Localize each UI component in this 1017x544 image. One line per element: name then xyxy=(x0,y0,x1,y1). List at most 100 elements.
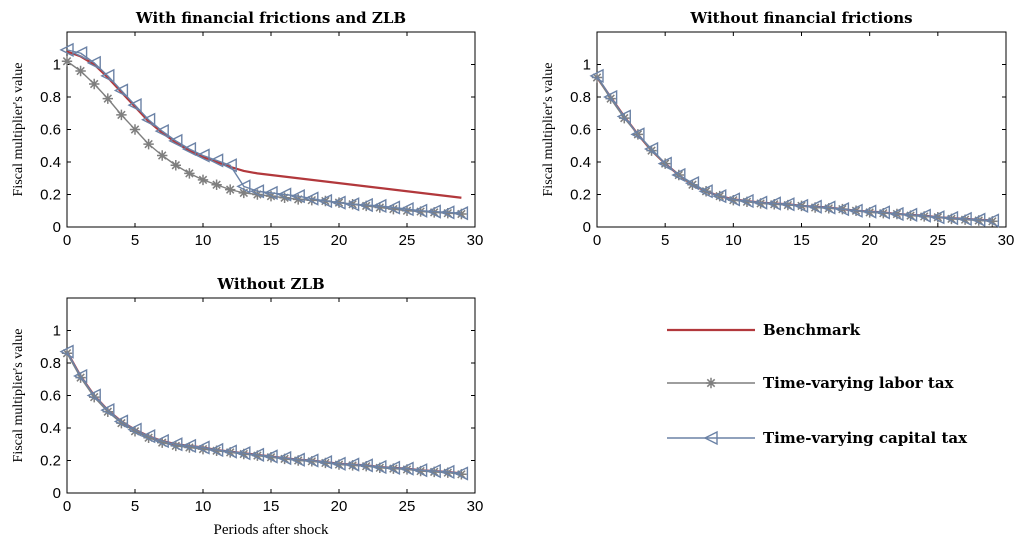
data-point-labor xyxy=(374,462,385,474)
data-point-capital xyxy=(712,188,727,204)
data-point-capital xyxy=(862,204,877,219)
y-tick-label: 1 xyxy=(53,57,61,74)
y-tick-label: 0.2 xyxy=(40,453,61,470)
data-point-labor xyxy=(306,456,317,467)
y-tick-label: 0.4 xyxy=(570,154,591,171)
data-point-capital xyxy=(753,195,768,210)
data-point-labor xyxy=(116,417,127,429)
data-point-capital xyxy=(684,175,700,191)
data-point-capital xyxy=(971,212,986,227)
data-point-labor xyxy=(333,459,345,470)
series-capital xyxy=(589,68,1000,228)
data-point-capital xyxy=(358,197,373,213)
data-point-capital xyxy=(372,198,387,214)
legend: Benchmark Time-varying labor tax Time-vary… xyxy=(667,321,968,447)
data-point-capital xyxy=(399,461,414,476)
data-point-labor xyxy=(429,207,440,218)
data-point-labor xyxy=(184,168,195,179)
data-point-capital xyxy=(725,192,741,207)
y-tick-label: 0.6 xyxy=(40,122,61,139)
y-tick-label: 0.6 xyxy=(40,388,61,405)
x-tick-label: 25 xyxy=(399,498,416,515)
data-point-labor xyxy=(415,465,426,477)
data-point-labor xyxy=(89,78,100,90)
y-tick-label: 0 xyxy=(583,219,591,236)
data-point-capital xyxy=(100,402,115,418)
y-axis-label: Fiscal multiplier's value xyxy=(541,63,556,197)
y-tick-label: 0.2 xyxy=(570,187,591,204)
plot-frame xyxy=(596,31,1007,228)
data-point-labor xyxy=(442,207,453,219)
data-point-labor xyxy=(129,426,141,437)
data-point-labor xyxy=(143,432,154,443)
data-point-capital xyxy=(59,42,74,58)
data-point-capital xyxy=(209,442,224,458)
data-point-capital xyxy=(168,133,183,149)
subplot-1: With financial frictions and ZLB Fiscal m… xyxy=(11,9,483,249)
data-point-labor xyxy=(170,160,181,171)
data-point-capital xyxy=(903,207,918,222)
x-tick-label: 30 xyxy=(998,232,1015,249)
y-axis-label: Fiscal multiplier's value xyxy=(11,63,26,197)
data-point-capital xyxy=(698,184,713,199)
data-point-capital xyxy=(875,205,890,220)
data-point-labor xyxy=(442,467,453,478)
legend-item: Benchmark xyxy=(667,321,861,339)
data-point-labor xyxy=(415,206,426,217)
y-tick-label: 1 xyxy=(583,57,591,74)
data-point-capital xyxy=(86,55,101,71)
data-point-capital xyxy=(957,211,972,227)
data-point-labor xyxy=(361,200,372,212)
series-capital xyxy=(59,344,469,481)
data-point-labor xyxy=(605,93,616,104)
data-point-capital xyxy=(304,453,319,468)
data-point-capital xyxy=(413,463,428,478)
legend-label: Time-varying capital tax xyxy=(763,429,968,447)
data-point-labor xyxy=(211,445,222,456)
data-point-labor xyxy=(823,203,834,214)
data-point-labor xyxy=(61,348,73,359)
data-point-labor xyxy=(238,187,249,199)
data-point-labor xyxy=(755,198,766,209)
series-line-capital xyxy=(66,49,462,214)
data-point-capital xyxy=(630,127,645,142)
data-point-capital xyxy=(440,464,455,480)
data-point-capital xyxy=(657,156,672,171)
data-point-capital xyxy=(59,344,74,359)
data-point-labor xyxy=(429,466,440,478)
x-tick-label: 15 xyxy=(263,232,280,249)
series-labor xyxy=(61,348,467,480)
series-labor xyxy=(61,56,467,220)
x-tick-label: 30 xyxy=(467,232,484,249)
y-tick-label: 0.8 xyxy=(40,89,61,106)
subplot-title: Without ZLB xyxy=(216,275,324,293)
data-point-capital xyxy=(453,466,469,481)
data-point-labor xyxy=(347,460,358,471)
data-point-capital xyxy=(671,167,686,183)
legend-label: Time-varying labor tax xyxy=(763,374,955,392)
x-tick-label: 5 xyxy=(131,232,139,249)
data-point-capital xyxy=(426,463,441,479)
data-point-labor xyxy=(905,210,916,221)
data-point-capital xyxy=(317,454,333,470)
data-point-capital xyxy=(277,450,292,466)
data-point-capital xyxy=(889,206,904,222)
data-point-labor xyxy=(61,56,73,67)
data-point-capital xyxy=(181,141,197,157)
data-point-labor xyxy=(102,406,113,417)
data-point-capital xyxy=(113,414,129,429)
y-axis-label: Fiscal multiplier's value xyxy=(11,329,26,463)
data-point-capital xyxy=(263,185,278,201)
data-point-labor xyxy=(252,450,263,461)
series-capital xyxy=(59,42,469,221)
x-tick-label: 0 xyxy=(63,498,71,515)
series-line-capital xyxy=(596,75,993,222)
legend-item: Time-varying labor tax xyxy=(667,374,955,392)
x-tick-label: 10 xyxy=(725,232,742,249)
data-point-labor xyxy=(878,207,889,219)
series-line-benchmark xyxy=(596,76,993,222)
x-tick-label: 20 xyxy=(861,232,878,249)
data-point-labor xyxy=(456,208,467,220)
x-tick-label: 25 xyxy=(399,232,416,249)
